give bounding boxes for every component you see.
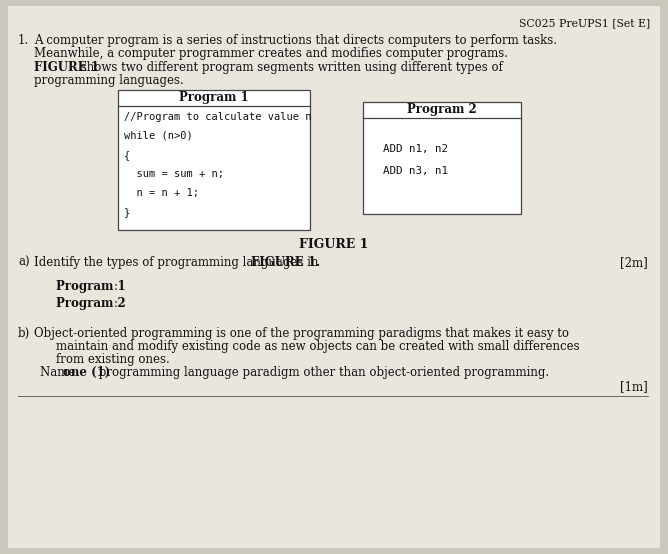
Text: Name: Name bbox=[40, 366, 79, 379]
Text: [1m]: [1m] bbox=[621, 380, 648, 393]
Text: Identify the types of programming languages in: Identify the types of programming langua… bbox=[34, 256, 322, 269]
Text: Program 1: Program 1 bbox=[179, 91, 248, 105]
Text: programming languages.: programming languages. bbox=[34, 74, 184, 87]
Text: maintain and modify existing code as new objects can be created with small diffe: maintain and modify existing code as new… bbox=[56, 340, 580, 353]
Text: while (n>0): while (n>0) bbox=[124, 131, 193, 141]
Text: {: { bbox=[124, 150, 130, 160]
Text: Program 1: Program 1 bbox=[56, 280, 126, 293]
Text: n = n + 1;: n = n + 1; bbox=[124, 188, 199, 198]
Text: [2m]: [2m] bbox=[621, 256, 648, 269]
Text: Program 2: Program 2 bbox=[56, 297, 126, 310]
Text: ADD n3, n1: ADD n3, n1 bbox=[383, 166, 448, 176]
Text: :: : bbox=[114, 297, 118, 310]
Text: sum = sum + n;: sum = sum + n; bbox=[124, 169, 224, 179]
Text: Meanwhile, a computer programmer creates and modifies computer programs.: Meanwhile, a computer programmer creates… bbox=[34, 47, 508, 60]
Text: programming language paradigm other than object-oriented programming.: programming language paradigm other than… bbox=[96, 366, 550, 379]
Text: //Program to calculate value n: //Program to calculate value n bbox=[124, 112, 311, 122]
Text: FIGURE 1.: FIGURE 1. bbox=[251, 256, 320, 269]
Text: Program 2: Program 2 bbox=[407, 104, 477, 116]
Text: :: : bbox=[114, 280, 118, 293]
Text: from existing ones.: from existing ones. bbox=[56, 353, 170, 366]
Text: one (1): one (1) bbox=[63, 366, 110, 379]
Text: }: } bbox=[124, 207, 130, 217]
Bar bbox=[363, 102, 521, 214]
Text: ADD n1, n2: ADD n1, n2 bbox=[383, 144, 448, 154]
Text: Object-oriented programming is one of the programming paradigms that makes it ea: Object-oriented programming is one of th… bbox=[34, 327, 569, 340]
FancyBboxPatch shape bbox=[8, 6, 660, 548]
Text: FIGURE 1: FIGURE 1 bbox=[34, 61, 99, 74]
Bar bbox=[118, 90, 310, 230]
Text: A computer program is a series of instructions that directs computers to perform: A computer program is a series of instru… bbox=[34, 34, 557, 47]
Text: shows two different program segments written using different types of: shows two different program segments wri… bbox=[77, 61, 503, 74]
Text: SC025 PreUPS1 [Set E]: SC025 PreUPS1 [Set E] bbox=[519, 18, 650, 28]
Text: FIGURE 1: FIGURE 1 bbox=[299, 238, 369, 251]
Text: a): a) bbox=[18, 256, 29, 269]
Text: b): b) bbox=[18, 327, 30, 340]
Text: 1.: 1. bbox=[18, 34, 29, 47]
